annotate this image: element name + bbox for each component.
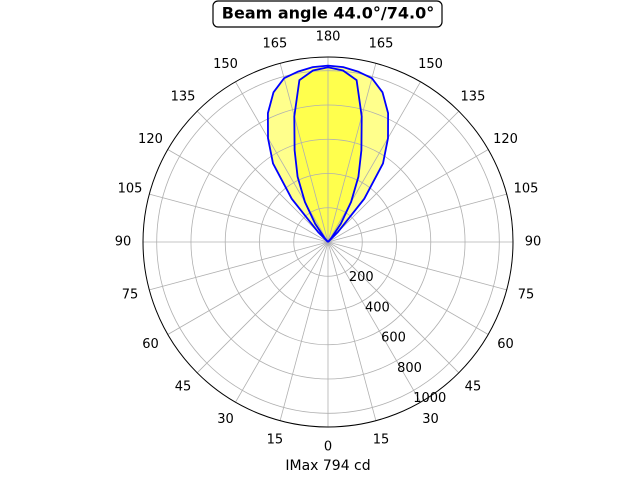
grid-spoke: [327, 81, 421, 243]
grid-spoke: [149, 193, 329, 243]
grid-spoke: [196, 241, 329, 374]
grid-spoke: [235, 81, 329, 243]
theta-tick-label: 0: [324, 440, 332, 455]
grid-spoke: [327, 63, 377, 243]
grid-spoke: [327, 193, 507, 243]
grid-spoke: [327, 241, 460, 374]
theta-tick-label: 105: [118, 181, 143, 196]
theta-tick-label: 60: [497, 337, 514, 352]
polar-frame: [142, 56, 514, 428]
theta-tick-label: 150: [213, 57, 238, 72]
grid-spoke: [327, 110, 460, 243]
theta-tick-label: 30: [217, 412, 234, 427]
title-box: [212, 0, 443, 28]
theta-tick-label: 120: [493, 132, 518, 147]
r-tick-label: 600: [381, 331, 406, 346]
grid-spoke: [196, 110, 329, 243]
theta-tick-label: 180: [316, 30, 341, 45]
r-tick-label: 1000: [413, 391, 446, 406]
grid-spoke: [327, 149, 489, 243]
grid-spoke: [327, 241, 489, 335]
theta-tick-label: 90: [525, 235, 542, 250]
grid-spoke: [167, 149, 329, 243]
series-line: [293, 66, 363, 243]
theta-tick-label: 165: [263, 36, 288, 51]
theta-tick-label: 75: [518, 288, 535, 303]
theta-tick-label: 45: [175, 379, 192, 394]
r-tick-label: 200: [349, 270, 374, 285]
theta-tick-label: 90: [115, 235, 132, 250]
r-tick-label: 400: [365, 300, 390, 315]
theta-tick-label: 75: [122, 288, 139, 303]
r-tick-label: 800: [397, 361, 422, 376]
grid-spoke: [279, 241, 329, 421]
theta-tick-label: 135: [171, 90, 196, 105]
theta-tick-label: 120: [138, 132, 163, 147]
grid-spoke: [327, 241, 507, 291]
chart-title: Beam angle 44.0°/74.0°: [222, 4, 434, 23]
theta-tick-label: 165: [369, 36, 394, 51]
theta-tick-label: 15: [373, 433, 390, 448]
x-axis-label: IMax 794 cd: [285, 458, 370, 474]
theta-tick-label: 135: [461, 90, 486, 105]
grid-spoke: [327, 241, 377, 421]
theta-tick-label: 15: [267, 433, 284, 448]
grid-spoke: [279, 63, 329, 243]
theta-tick-label: 60: [142, 337, 159, 352]
theta-tick-label: 105: [514, 181, 539, 196]
grid-spoke: [327, 241, 421, 403]
theta-tick-label: 45: [465, 379, 482, 394]
theta-tick-label: 30: [422, 412, 439, 427]
series-line: [266, 64, 390, 243]
grid-spoke: [149, 241, 329, 291]
grid-spoke: [167, 241, 329, 335]
grid-spoke: [235, 241, 329, 403]
theta-tick-label: 150: [418, 57, 443, 72]
